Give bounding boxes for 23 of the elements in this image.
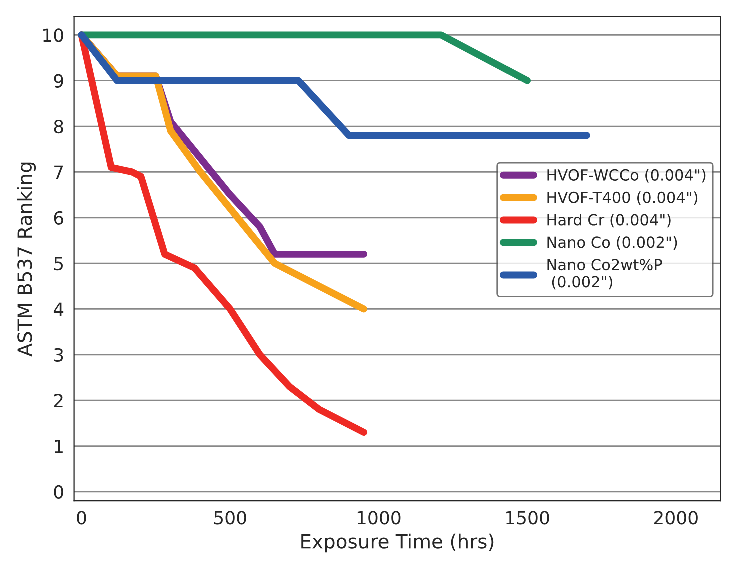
x-tick-label: 2000: [654, 511, 698, 525]
y-tick-label: 10: [44, 28, 64, 42]
y-tick-label: 8: [54, 120, 64, 134]
y-tick-label: 1: [55, 440, 63, 454]
y-tick-label: 0: [54, 485, 64, 500]
legend-label: Hard Cr (0.004"): [548, 214, 671, 228]
x-tick-label: 500: [214, 511, 246, 525]
y-axis-title: ASTM B537 Ranking: [17, 162, 36, 357]
y-tick-label: 5: [54, 257, 63, 271]
x-tick-label: 1500: [506, 511, 550, 525]
y-tick-label: 4: [54, 302, 64, 316]
x-tick-label: 1000: [358, 511, 401, 525]
y-tick-label: 7: [54, 166, 64, 180]
y-tick-label: 9: [54, 74, 64, 88]
x-axis-title: Exposure Time (hrs): [302, 534, 494, 553]
legend-label: HVOF-T400 (0.004"): [548, 192, 698, 206]
legend-label: Nano Co2wt%P (0.002"): [548, 259, 662, 290]
y-tick-label: 6: [54, 211, 64, 225]
legend-label: HVOF-WCCo (0.004"): [548, 169, 706, 183]
x-tick-label: 0: [77, 511, 86, 525]
y-tick-label: 3: [54, 348, 64, 362]
y-tick-label: 2: [54, 394, 63, 408]
legend-label: Nano Co (0.002"): [548, 236, 678, 250]
